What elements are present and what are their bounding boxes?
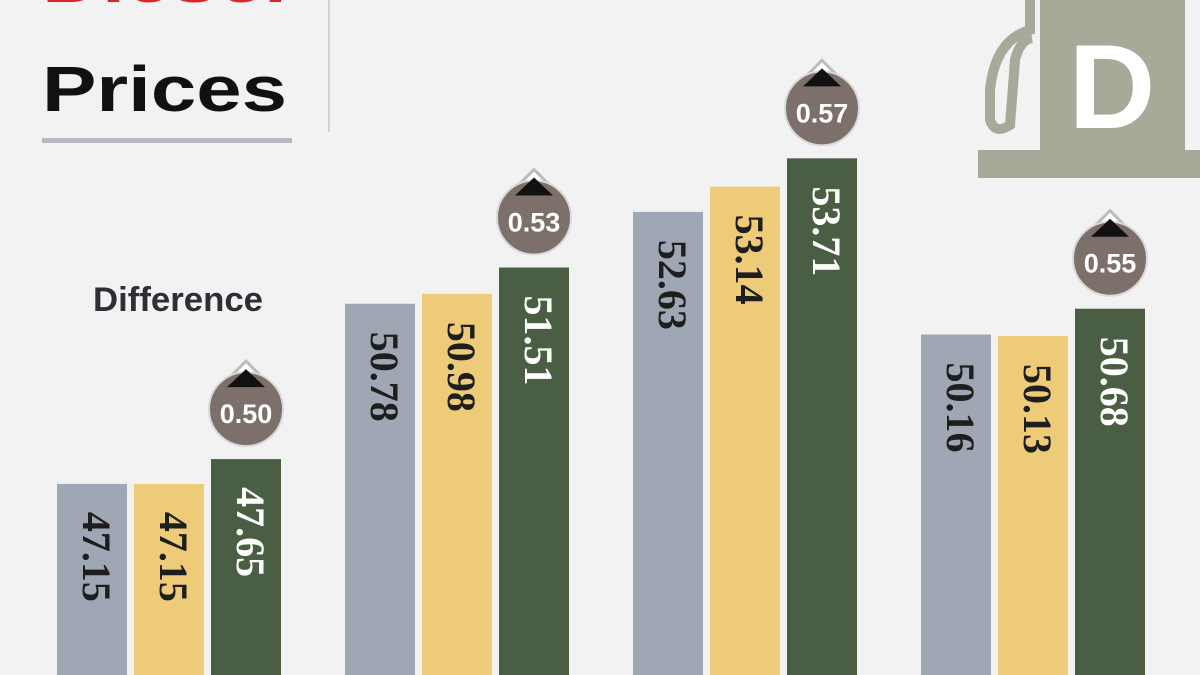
bar [499, 267, 569, 675]
difference-arrow [803, 68, 841, 87]
difference-value: 0.57 [796, 98, 849, 128]
difference-value: 0.53 [508, 208, 561, 238]
value-label: 47.15 [151, 512, 196, 602]
bar [134, 483, 204, 675]
difference-arrow [1091, 218, 1129, 237]
difference-arrow [227, 369, 265, 388]
pump-hose [985, 0, 1035, 134]
bar [921, 334, 991, 675]
bar [422, 293, 492, 675]
difference-value: 0.50 [220, 399, 273, 429]
value-label: 53.71 [804, 186, 849, 276]
bar [345, 303, 415, 675]
value-label: 51.51 [516, 296, 561, 386]
title-line: Diesel [42, 0, 287, 16]
value-label: 50.16 [938, 363, 983, 453]
difference-label: Difference [93, 281, 263, 319]
bar [710, 186, 780, 675]
pump-icon: D [978, 0, 1200, 178]
bar [211, 459, 281, 675]
bar [998, 336, 1068, 675]
pump-letter: D [1069, 20, 1156, 154]
value-label: 47.15 [74, 512, 119, 602]
title-underline [42, 138, 292, 143]
bar [633, 211, 703, 675]
title-line: Prices [42, 53, 287, 125]
value-label: 52.63 [650, 240, 695, 330]
pump-body [1040, 0, 1185, 150]
difference-value: 0.55 [1084, 249, 1137, 279]
bar [57, 483, 127, 675]
value-label: 50.98 [439, 322, 484, 412]
bar [787, 158, 857, 675]
value-label: 50.78 [362, 332, 407, 422]
value-label: 47.65 [228, 487, 273, 577]
difference-arrow [515, 177, 553, 196]
pump-base [978, 150, 1200, 178]
value-label: 53.14 [727, 215, 772, 305]
value-label: 50.68 [1092, 337, 1137, 427]
bar [1075, 308, 1145, 675]
value-label: 50.13 [1015, 364, 1060, 454]
